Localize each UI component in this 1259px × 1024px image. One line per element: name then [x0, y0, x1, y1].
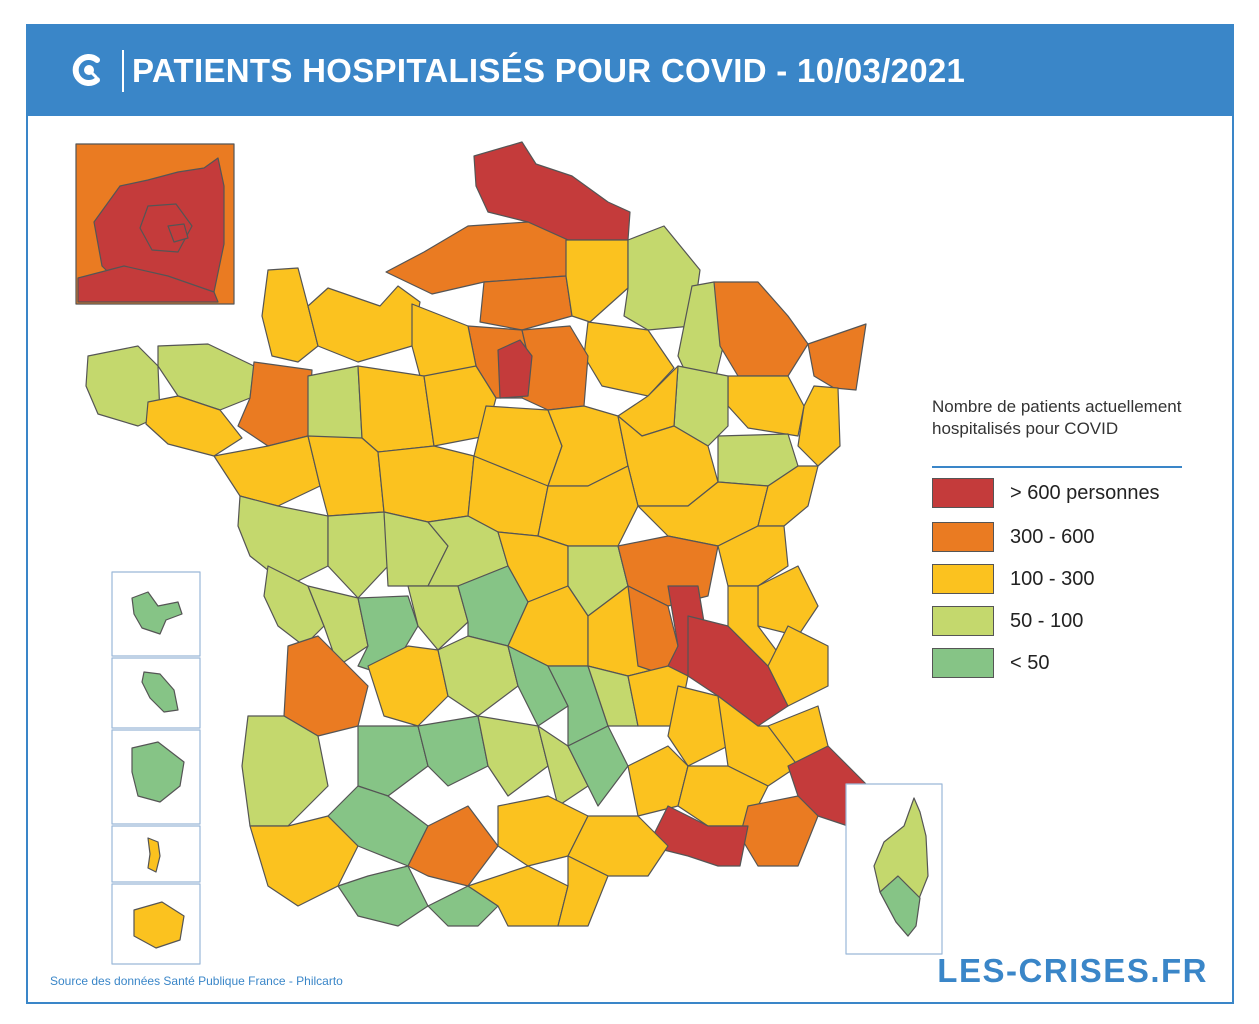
source-note: Source des données Santé Publique France…: [50, 974, 343, 988]
legend-swatch: [932, 478, 994, 508]
legend-label: 300 - 600: [1010, 526, 1095, 548]
legend-swatch: [932, 564, 994, 594]
brand-logo-text[interactable]: LES-CRISES.FR: [937, 952, 1208, 989]
overseas-insets: [111, 571, 943, 965]
header-bar: PATIENTS HOSPITALISÉS POUR COVID - 10/03…: [28, 26, 1232, 116]
paris-region-inset: [75, 143, 235, 305]
legend-swatch: [932, 606, 994, 636]
legend-divider: [932, 466, 1182, 468]
legend-swatch: [932, 648, 994, 678]
la-reunion-shape: [133, 901, 185, 949]
mayotte-shape: [147, 837, 161, 873]
legend-label: 100 - 300: [1010, 568, 1095, 590]
legend-label: 50 - 100: [1010, 610, 1084, 632]
legend-label: > 600 personnes: [1010, 482, 1160, 504]
guadeloupe-shape: [131, 591, 183, 635]
les-crises-c-icon: [72, 54, 100, 86]
page-title: PATIENTS HOSPITALISÉS POUR COVID - 10/03…: [132, 52, 966, 89]
guyane-shape: [131, 741, 185, 803]
header-separator: [122, 50, 124, 92]
martinique-shape: [141, 671, 179, 713]
infographic-frame: PATIENTS HOSPITALISÉS POUR COVID - 10/03…: [26, 24, 1234, 1004]
mainland-departments: [85, 141, 869, 927]
legend-swatch: [932, 522, 994, 552]
legend-title: Nombre de patients actuellement hospital…: [932, 397, 1182, 438]
france-map: [75, 141, 943, 965]
legend-label: < 50: [1010, 652, 1050, 674]
